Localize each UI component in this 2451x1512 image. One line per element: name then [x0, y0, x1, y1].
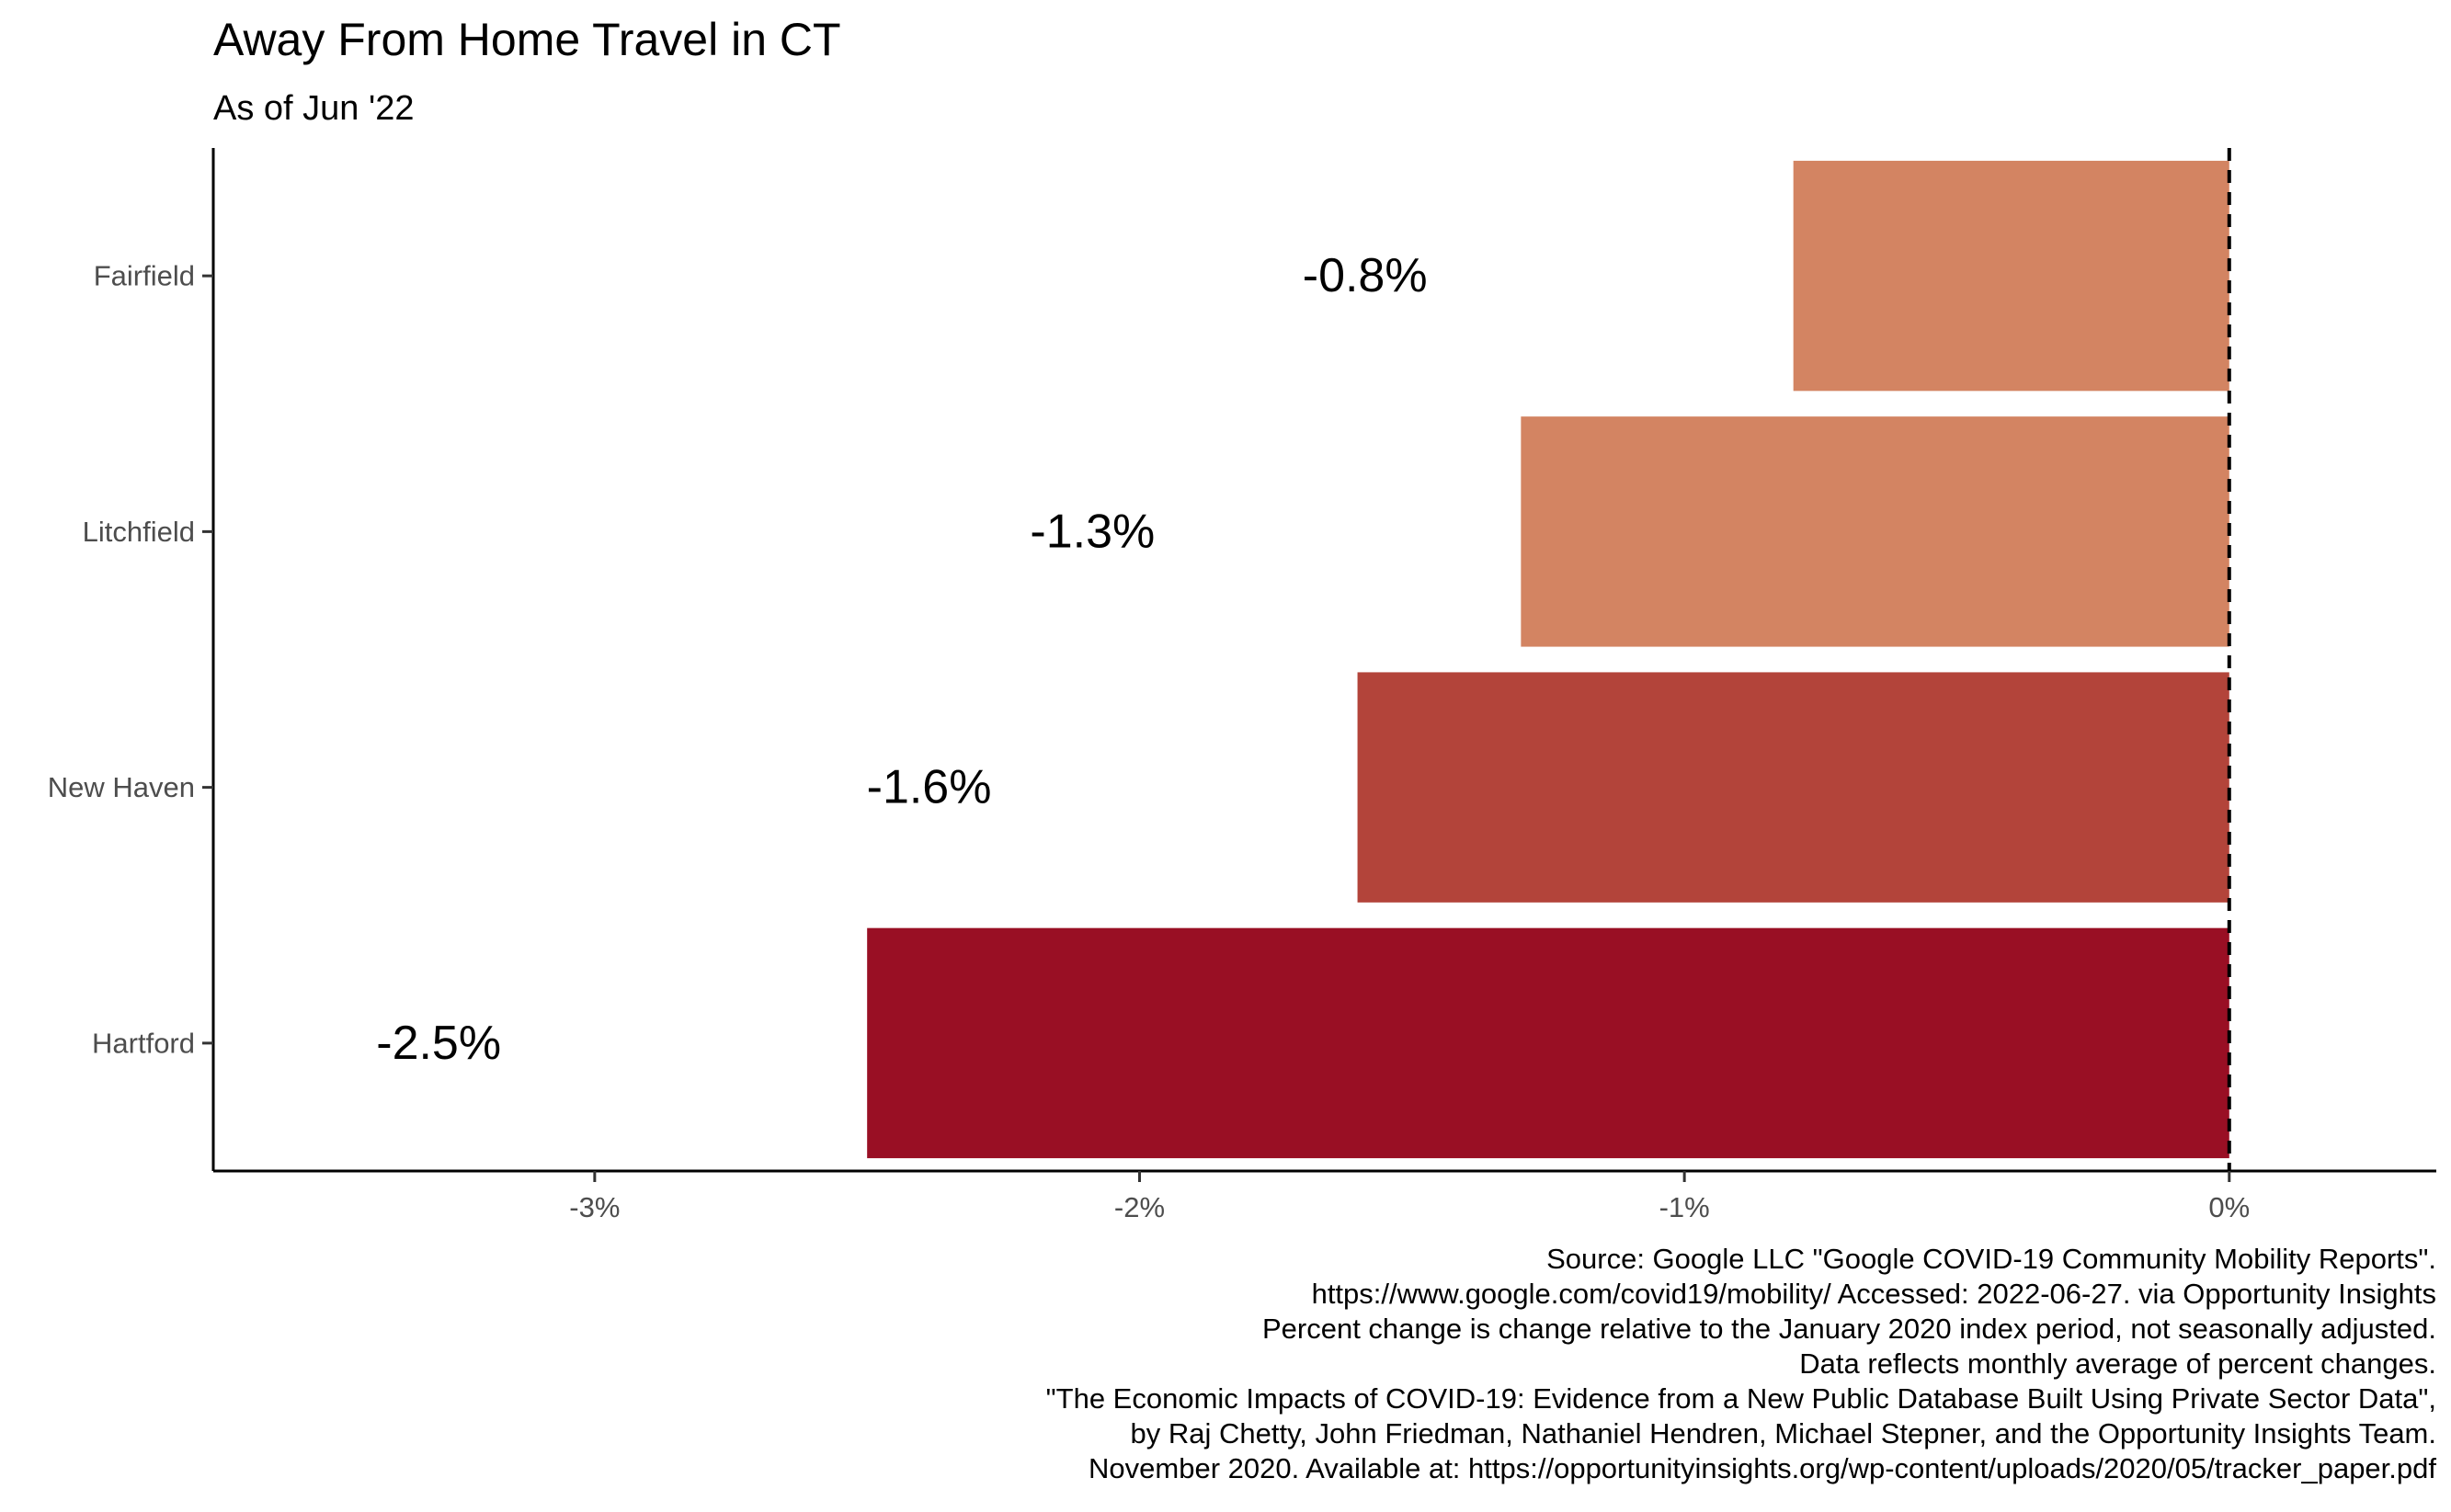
bar-litchfield — [1521, 416, 2229, 647]
bars-group — [867, 160, 2229, 1159]
caption-line: "The Economic Impacts of COVID-19: Evide… — [1046, 1382, 2436, 1415]
caption-line: by Raj Chetty, John Friedman, Nathaniel … — [1131, 1417, 2436, 1449]
bar-value-label-new-haven: -1.6% — [867, 761, 992, 814]
bar-value-label-fairfield: -0.8% — [1303, 249, 1428, 302]
y-tick-label-fairfield: Fairfield — [94, 260, 195, 292]
y-tick-label-new-haven: New Haven — [48, 771, 195, 803]
chart-subtitle: As of Jun '22 — [213, 89, 415, 128]
bar-labels-group: -0.8% -1.3% -1.6% -2.5% — [376, 249, 1427, 1070]
caption-line: November 2020. Available at: https://opp… — [1089, 1452, 2436, 1484]
bar-fairfield — [1793, 160, 2229, 392]
x-tick-label: -3% — [569, 1191, 620, 1223]
x-tick-label: -2% — [1114, 1191, 1165, 1223]
bar-value-label-hartford: -2.5% — [376, 1017, 501, 1070]
y-tick-label-hartford: Hartford — [92, 1027, 195, 1059]
y-axis-ticks: Fairfield Litchfield New Haven Hartford — [48, 260, 213, 1059]
caption-line: Source: Google LLC "Google COVID-19 Comm… — [1546, 1243, 2436, 1275]
x-axis-ticks: -3% -2% -1% 0% — [569, 1171, 2250, 1223]
x-tick-label: 0% — [2208, 1191, 2250, 1223]
caption-line: Percent change is change relative to the… — [1262, 1313, 2436, 1345]
caption: Source: Google LLC "Google COVID-19 Comm… — [1046, 1243, 2437, 1484]
bar-hartford — [867, 927, 2229, 1159]
caption-line: Data reflects monthly average of percent… — [1799, 1347, 2436, 1380]
chart-title: Away From Home Travel in CT — [213, 14, 841, 65]
bar-new-haven — [1357, 672, 2229, 903]
x-tick-label: -1% — [1659, 1191, 1710, 1223]
y-tick-label-litchfield: Litchfield — [83, 516, 195, 548]
bar-value-label-litchfield: -1.3% — [1030, 505, 1155, 558]
caption-line: https://www.google.com/covid19/mobility/… — [1312, 1278, 2436, 1310]
